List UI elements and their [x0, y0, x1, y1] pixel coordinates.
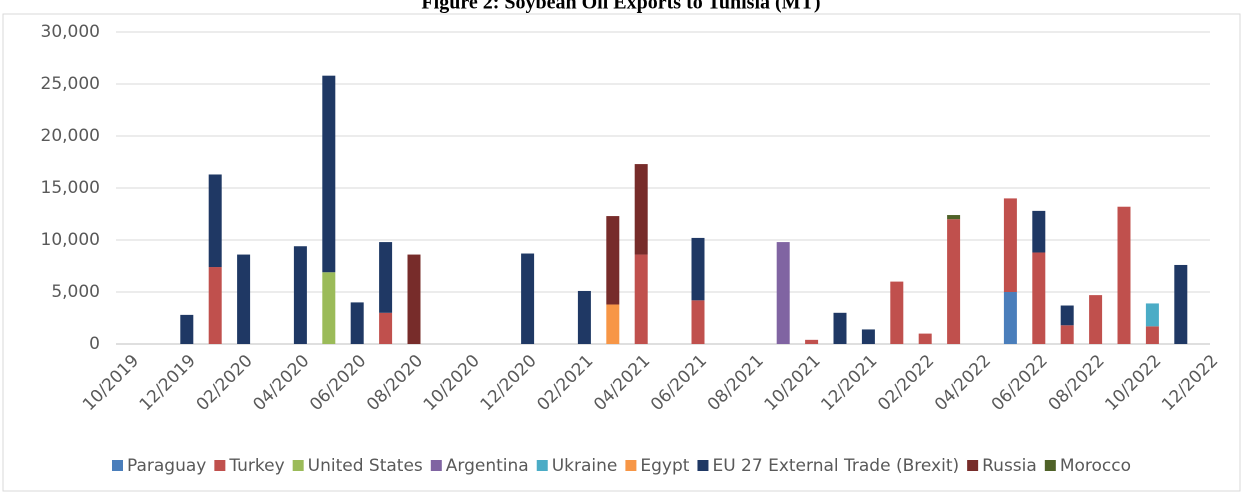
- bar-segment: [1117, 206, 1131, 344]
- bar-segment: [833, 312, 847, 344]
- bar-segment: [1060, 305, 1074, 326]
- legend-label: United States: [308, 456, 423, 476]
- legend-label: Argentina: [446, 456, 529, 476]
- legend-label: Paraguay: [127, 456, 206, 476]
- chart-title: Figure 2: Soybean Oil Exports to Tunisia…: [421, 0, 820, 14]
- y-tick-label: 0: [89, 334, 100, 354]
- legend-label: Ukraine: [552, 456, 618, 476]
- legend-swatch: [430, 460, 442, 471]
- bar-segment: [577, 290, 591, 344]
- bar-segment: [1060, 325, 1074, 344]
- bar-segment: [1174, 264, 1188, 344]
- bar-segment: [322, 75, 336, 273]
- bar-segment: [521, 253, 535, 344]
- bar-segment: [805, 339, 819, 344]
- legend-swatch: [967, 460, 979, 471]
- bar-segment: [407, 254, 421, 344]
- bar-segment: [1003, 292, 1017, 344]
- bar-segment: [350, 302, 364, 344]
- bar-segment: [634, 254, 648, 344]
- legend-label: EU 27 External Trade (Brexit): [712, 456, 959, 476]
- legend-swatch: [214, 460, 226, 471]
- bar-segment: [1089, 295, 1103, 344]
- legend-swatch: [625, 460, 637, 471]
- y-tick-label: 25,000: [41, 74, 100, 94]
- bar-segment: [379, 242, 393, 313]
- bar-segment: [890, 281, 904, 344]
- bar-segment: [606, 304, 620, 344]
- bar-segment: [1145, 303, 1159, 327]
- y-tick-label: 20,000: [41, 126, 100, 146]
- bar-segment: [918, 333, 932, 344]
- bar-segment: [208, 267, 222, 344]
- legend-swatch: [292, 460, 304, 471]
- bar-segment: [947, 219, 961, 344]
- legend-label: Russia: [982, 456, 1037, 476]
- bar-segment: [208, 174, 222, 268]
- bar-segment: [1145, 326, 1159, 344]
- legend-swatch: [697, 460, 709, 471]
- bar-segment: [1032, 210, 1046, 253]
- bar-segment: [237, 254, 251, 344]
- y-tick-label: 15,000: [41, 178, 100, 198]
- legend-swatch: [111, 460, 123, 471]
- bar-segment: [180, 314, 194, 344]
- bar-segment: [379, 312, 393, 344]
- legend-label: Egypt: [640, 456, 689, 476]
- legend-swatch: [1044, 460, 1056, 471]
- legend-label: Morocco: [1060, 456, 1131, 476]
- y-tick-label: 5,000: [51, 282, 100, 302]
- bar-segment: [861, 329, 875, 344]
- bar-segment: [1032, 252, 1046, 344]
- legend-swatch: [536, 460, 548, 471]
- bar-segment: [322, 272, 336, 344]
- bar-segment: [1003, 198, 1017, 292]
- bar-segment: [293, 246, 307, 344]
- chart-frame: [2, 13, 1241, 492]
- legend-label: Turkey: [228, 456, 284, 476]
- bar-segment: [776, 242, 790, 344]
- bar-segment: [634, 164, 648, 255]
- bar-segment: [606, 216, 620, 305]
- bar-segment: [691, 237, 705, 301]
- bar-segment: [691, 300, 705, 344]
- y-tick-label: 10,000: [41, 230, 100, 250]
- bar-segment: [947, 215, 961, 220]
- y-tick-label: 30,000: [41, 22, 100, 42]
